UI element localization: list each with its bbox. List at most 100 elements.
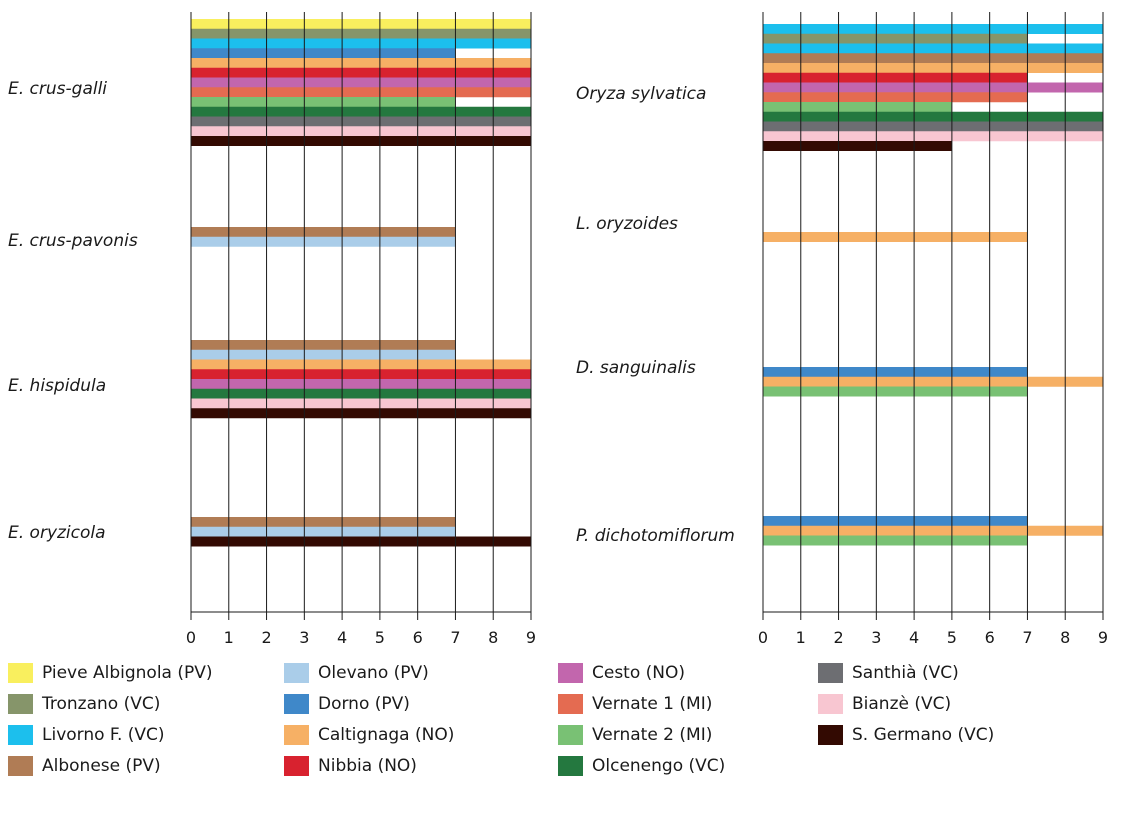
bar: [763, 33, 1028, 44]
bar: [763, 92, 1028, 103]
bar: [763, 232, 1028, 242]
bar: [191, 87, 531, 98]
legend-label: Olcenengo (VC): [592, 756, 726, 776]
bar: [191, 349, 456, 360]
x-tick-label: 8: [488, 628, 498, 647]
species-label: L. oryzoides: [576, 214, 678, 234]
bar: [191, 369, 531, 380]
bar: [191, 19, 531, 29]
bar: [191, 227, 456, 237]
x-tick-label: 3: [871, 628, 881, 647]
legend-swatch: [558, 756, 583, 776]
legend-swatch: [818, 725, 843, 745]
x-tick-label: 4: [909, 628, 919, 647]
bar: [191, 136, 531, 146]
bar: [763, 121, 1103, 132]
legend-item: Livorno F. (VC): [8, 723, 165, 747]
legend-item: Olevano (PV): [284, 661, 429, 685]
x-tick-label: 5: [375, 628, 385, 647]
x-tick-label: 2: [833, 628, 843, 647]
legend-swatch: [284, 756, 309, 776]
x-tick-label: 1: [796, 628, 806, 647]
x-tick-label: 8: [1060, 628, 1070, 647]
legend-item: Caltignaga (NO): [284, 723, 454, 747]
bar: [191, 126, 531, 137]
bar: [191, 48, 456, 59]
legend-label: Nibbia (NO): [318, 756, 417, 776]
bar: [191, 526, 456, 537]
chart-canvas: E. crus-galli E. crus-pavonis E. hispidula…: [8, 12, 1108, 647]
bar: [191, 77, 531, 88]
legend-swatch: [558, 725, 583, 745]
species-label: E. oryzicola: [8, 523, 106, 543]
legend-swatch: [818, 694, 843, 714]
legend-swatch: [8, 756, 33, 776]
species-label: Oryza sylvatica: [576, 84, 706, 104]
bar: [763, 141, 952, 151]
x-tick-label: 6: [985, 628, 995, 647]
x-tick-label: 9: [526, 628, 536, 647]
legend-swatch: [284, 725, 309, 745]
x-tick-label: 4: [337, 628, 347, 647]
bar: [191, 340, 456, 350]
species-label: D. sanguinalis: [576, 358, 696, 378]
legend-label: Caltignaga (NO): [318, 725, 455, 745]
legend-item: Vernate 2 (MI): [558, 723, 712, 747]
legend-label: Cesto (NO): [592, 663, 686, 683]
legend-label: Vernate 2 (MI): [592, 725, 713, 745]
x-tick-label: 7: [450, 628, 460, 647]
legend-label: Bianzè (VC): [852, 694, 952, 714]
chart-panel-1: E. crus-galli E. crus-pavonis E. hispidula…: [8, 12, 536, 647]
bar: [191, 28, 531, 39]
bar: [191, 408, 531, 419]
bar: [191, 38, 531, 49]
bar: [763, 535, 1028, 546]
legend-label: Olevano (PV): [318, 663, 429, 683]
legend-swatch: [558, 694, 583, 714]
bar: [763, 102, 952, 112]
x-tick-label: 0: [758, 628, 768, 647]
species-label: P. dichotomiflorum: [576, 526, 735, 546]
x-tick-label: 2: [261, 628, 271, 647]
bar: [191, 106, 531, 117]
legend-item: Pieve Albignola (PV): [8, 661, 213, 685]
legend-item: Vernate 1 (MI): [558, 692, 712, 716]
legend-item: Santhià (VC): [818, 661, 959, 685]
bar: [763, 525, 1103, 536]
x-tick-label: 6: [413, 628, 423, 647]
bar: [763, 24, 1103, 34]
legend-label: Vernate 1 (MI): [592, 694, 713, 714]
legend-label: S. Germano (VC): [852, 725, 995, 745]
legend-swatch: [8, 663, 33, 683]
legend-label: Livorno F. (VC): [42, 725, 165, 745]
bar: [763, 386, 1028, 397]
legend-item: Albonese (PV): [8, 754, 161, 778]
bar: [191, 536, 531, 547]
bar: [191, 116, 531, 127]
x-tick-label: 5: [947, 628, 957, 647]
bar: [191, 398, 531, 409]
legend-swatch: [284, 694, 309, 714]
bar: [763, 82, 1103, 93]
legend-label: Dorno (PV): [318, 694, 410, 714]
legend-label: Tronzano (VC): [42, 694, 161, 714]
legend-label: Pieve Albignola (PV): [42, 663, 213, 683]
legend-label: Santhià (VC): [852, 663, 959, 683]
x-tick-label: 7: [1022, 628, 1032, 647]
species-label: E. hispidula: [8, 376, 106, 396]
x-tick-label: 0: [186, 628, 196, 647]
bar: [763, 111, 1103, 122]
legend-swatch: [558, 663, 583, 683]
chart-panel-2: Oryza sylvatica L. oryzoides D. sanguinali…: [576, 12, 1108, 647]
legend-item: Olcenengo (VC): [558, 754, 725, 778]
legend-swatch: [284, 663, 309, 683]
legend: Pieve Albignola (PV) Tronzano (VC) Livorno…: [8, 661, 1118, 811]
bar: [763, 53, 1103, 64]
legend-label: Albonese (PV): [42, 756, 161, 776]
bar: [191, 517, 456, 527]
species-label: E. crus-pavonis: [8, 231, 138, 251]
legend-item: Cesto (NO): [558, 661, 685, 685]
bar: [763, 63, 1103, 73]
legend-item: S. Germano (VC): [818, 723, 994, 747]
bar: [191, 58, 531, 68]
